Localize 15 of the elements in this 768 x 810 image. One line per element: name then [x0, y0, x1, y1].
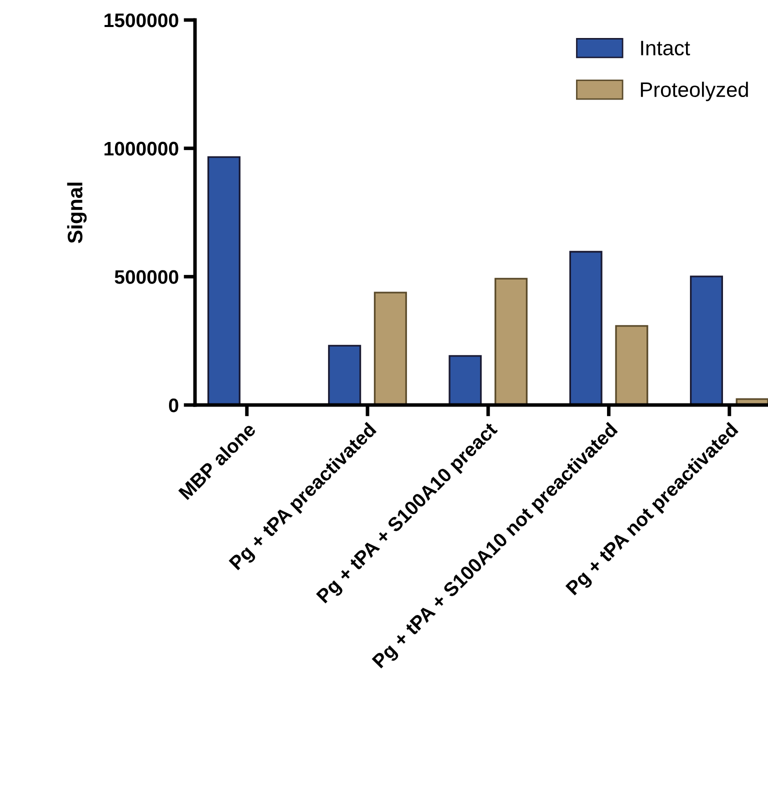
bar — [615, 325, 648, 405]
y-tick-label: 500000 — [114, 270, 178, 284]
y-tick-label: 0 — [168, 398, 178, 412]
y-axis-title: Signal — [67, 182, 87, 244]
bar — [494, 278, 528, 405]
bar — [690, 276, 723, 405]
y-tick-label: 1500000 — [104, 13, 178, 28]
bar — [448, 355, 482, 405]
bar — [207, 156, 240, 405]
y-tick-label: 1000000 — [104, 142, 178, 156]
bar — [374, 292, 407, 405]
bar — [328, 344, 362, 405]
legend-label: Intact — [641, 40, 690, 56]
legend-label: Proteolyzed — [640, 82, 748, 102]
bar — [569, 250, 602, 405]
